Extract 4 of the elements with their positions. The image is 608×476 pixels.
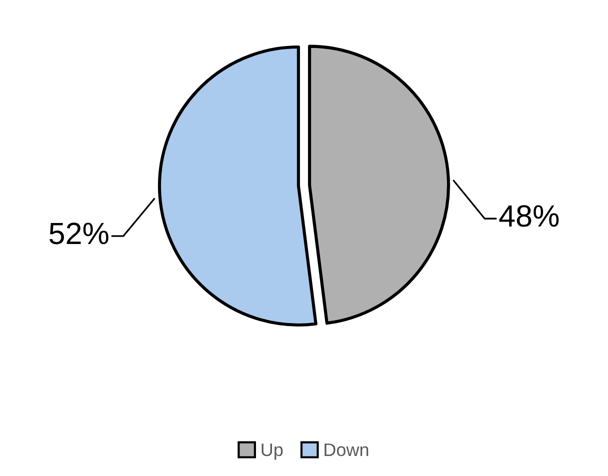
legend-label: Up bbox=[262, 444, 283, 460]
data-label: 48% bbox=[499, 205, 559, 227]
data-label: 52% bbox=[50, 222, 108, 244]
legend-label: Down bbox=[324, 444, 368, 456]
